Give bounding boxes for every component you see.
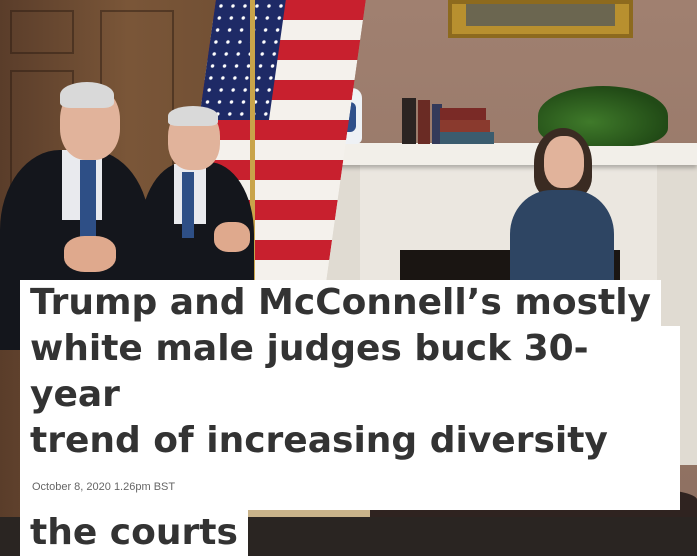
book <box>402 98 416 144</box>
headline-line-text: Trump and McConnell’s mostly <box>20 280 662 326</box>
article-dateline: October 8, 2020 1.26pm BST <box>20 475 188 499</box>
wall-panel <box>10 10 74 54</box>
book <box>440 132 494 144</box>
flag-pole <box>250 0 255 290</box>
headline-line-text: white male judges buck 30-year <box>20 326 680 418</box>
article-headline: Trump and McConnell’s mostly white male … <box>20 280 680 556</box>
headline-line: Trump and McConnell’s mostly <box>20 280 680 326</box>
book <box>418 100 430 144</box>
book <box>432 104 442 144</box>
painting-frame <box>448 0 633 38</box>
headline-line: white male judges buck 30-year <box>20 326 680 418</box>
book <box>440 120 490 132</box>
mantel-shelf <box>308 143 697 165</box>
book <box>440 108 486 120</box>
